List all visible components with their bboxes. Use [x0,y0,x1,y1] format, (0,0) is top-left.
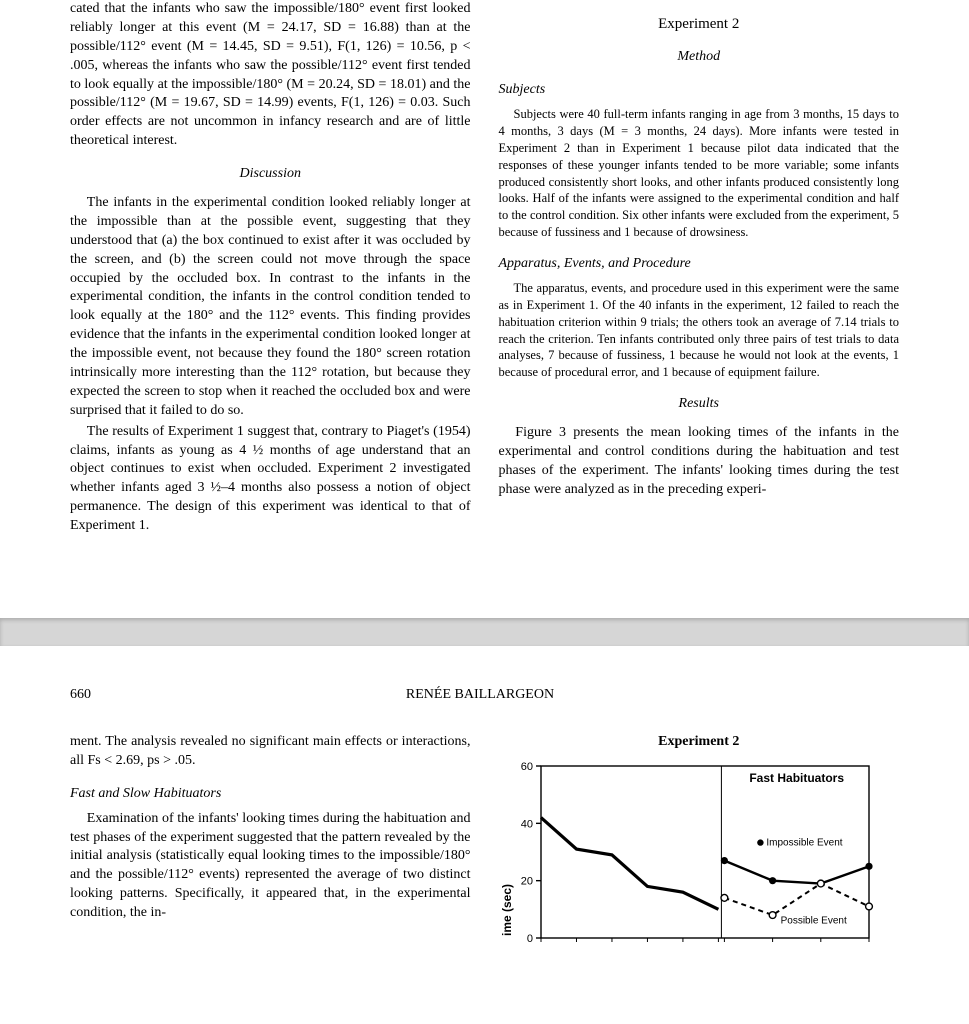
discussion-heading: Discussion [70,165,471,184]
chart-title: Experiment 2 [499,733,900,752]
apparatus-para: The apparatus, events, and procedure use… [499,280,900,381]
author-name: RENÉE BAILLARGEON [91,686,869,705]
apparatus-heading: Apparatus, Events, and Procedure [499,255,900,274]
para-order-effects: cated that the infants who saw the impos… [70,0,471,151]
results-heading: Results [499,395,900,414]
analysis-para: ment. The analysis revealed no significa… [70,733,471,771]
experiment-2-chart: Experiment 2 0 20 40 60 ime (sec) Fast Habitu… [499,733,900,956]
svg-text:Possible Event: Possible Event [780,915,846,926]
page-1: cated that the infants who saw the impos… [0,0,969,568]
svg-text:ime (sec): ime (sec) [500,884,514,936]
svg-text:40: 40 [520,818,532,830]
two-column-layout-2: ment. The analysis revealed no significa… [70,733,899,956]
discussion-para-1: The infants in the experimental conditio… [70,194,471,421]
svg-text:Fast Habituators: Fast Habituators [749,771,844,785]
experiment-2-heading: Experiment 2 [499,14,900,34]
discussion-para-2: The results of Experiment 1 suggest that… [70,423,471,536]
fast-slow-heading: Fast and Slow Habituators [70,785,471,804]
page-number: 660 [70,686,91,705]
svg-text:20: 20 [520,875,532,887]
subjects-para: Subjects were 40 full-term infants rangi… [499,106,900,241]
svg-text:60: 60 [520,761,532,773]
page-header: 660 RENÉE BAILLARGEON [70,686,899,705]
svg-text:0: 0 [526,933,532,945]
right-column: Experiment 2 Method Subjects Subjects we… [499,0,900,538]
header-spacer [869,686,899,705]
left-column-2: ment. The analysis revealed no significa… [70,733,471,956]
chart-svg: 0 20 40 60 ime (sec) Fast Habituators Impossib… [499,756,879,956]
two-column-layout: cated that the infants who saw the impos… [70,0,899,538]
left-column: cated that the infants who saw the impos… [70,0,471,538]
results-para: Figure 3 presents the mean looking times… [499,424,900,500]
page-break [0,618,969,646]
page-2: 660 RENÉE BAILLARGEON ment. The analysis… [0,686,969,986]
svg-text:Impossible Event: Impossible Event [766,837,842,848]
right-column-2: Experiment 2 0 20 40 60 ime (sec) Fast Habitu… [499,733,900,956]
subjects-heading: Subjects [499,81,900,100]
method-heading: Method [499,48,900,67]
fast-slow-para: Examination of the infants' looking time… [70,810,471,923]
